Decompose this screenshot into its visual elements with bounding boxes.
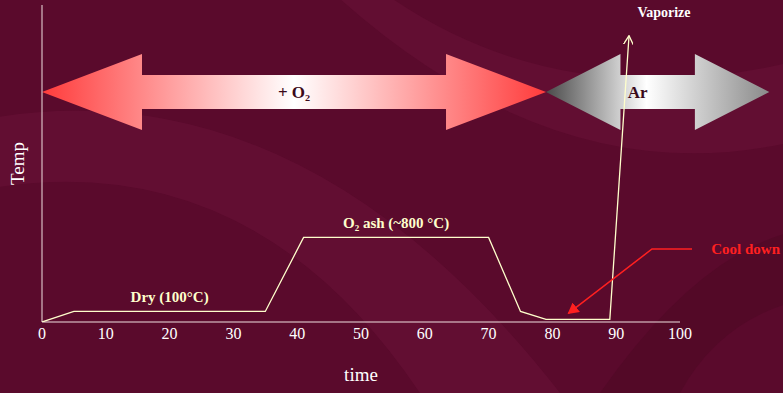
decoration (600, 230, 783, 393)
x-tick-label: 40 (289, 325, 305, 342)
phase-arrow (42, 54, 546, 130)
x-tick-label: 30 (225, 325, 241, 342)
x-tick-label: 10 (98, 325, 114, 342)
x-axis (42, 322, 680, 323)
y-axis-label: Temp (7, 142, 28, 185)
x-tick-label: 0 (38, 325, 46, 342)
x-tick-label: 70 (481, 325, 497, 342)
phase-label: + O₂ (278, 83, 310, 102)
temperature-line (42, 37, 629, 322)
annotation: Dry (100°C) (131, 289, 209, 306)
y-axis (42, 5, 43, 322)
x-tick-label: 60 (417, 325, 433, 342)
x-tick-label: 100 (668, 325, 692, 342)
x-tick-label: 50 (353, 325, 369, 342)
callout-arrow (568, 249, 692, 313)
plot-area (42, 37, 629, 322)
x-tick-label: 20 (162, 325, 178, 342)
x-axis-label: time (344, 364, 378, 385)
x-tick-label: 80 (544, 325, 560, 342)
decoration (0, 111, 560, 393)
annotation: Cool down (711, 241, 780, 257)
phase-label: Ar (628, 83, 648, 102)
x-tick-label: 90 (608, 325, 624, 342)
annotation: Vaporize (637, 5, 690, 20)
phase-arrow (546, 54, 769, 130)
annotation: O₂ ash (~800 °C) (343, 215, 449, 232)
